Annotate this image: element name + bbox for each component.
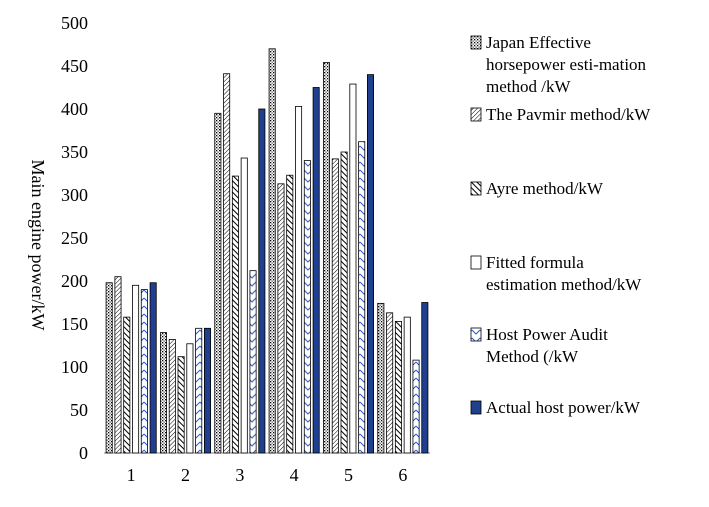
y-tick-label: 250 — [61, 228, 88, 248]
bar-4-cat-2 — [186, 343, 194, 454]
x-tick-label: 5 — [344, 465, 353, 485]
legend-label: Actual host power/kW — [486, 398, 641, 417]
bar-5-cat-5 — [358, 141, 366, 454]
legend-swatch — [470, 400, 482, 415]
y-tick-label: 50 — [70, 400, 88, 420]
bar-2-cat-2 — [168, 339, 176, 454]
legend-item-3: Ayre method/kW — [470, 179, 604, 198]
y-tick-label: 450 — [61, 56, 88, 76]
bar-6-cat-1 — [149, 282, 157, 454]
bar-6-cat-6 — [421, 302, 429, 454]
bar-1-cat-1 — [105, 282, 113, 454]
bar-6-cat-5 — [366, 74, 374, 454]
legend: Japan Effective horsepower esti-mation met… — [470, 33, 651, 417]
legend-label: Japan Effective horsepower esti-mation met… — [486, 33, 647, 96]
bar-5-cat-4 — [303, 160, 311, 454]
bar-4-cat-4 — [295, 106, 303, 454]
bar-4-cat-5 — [349, 83, 357, 454]
x-tick-label: 3 — [235, 465, 244, 485]
legend-label: The Pavmir method/kW — [486, 105, 651, 124]
bar-5-cat-1 — [140, 289, 148, 454]
y-tick-label: 500 — [61, 13, 88, 33]
x-tick-label: 2 — [181, 465, 190, 485]
legend-swatch — [470, 255, 482, 270]
bar-3-cat-5 — [340, 151, 348, 454]
legend-swatch — [470, 107, 482, 122]
bar-3-cat-1 — [123, 316, 131, 454]
legend-swatch — [470, 327, 482, 342]
y-tick-label: 400 — [61, 99, 88, 119]
bar-5-cat-2 — [195, 327, 203, 454]
legend-swatch — [470, 181, 482, 196]
bar-5-cat-6 — [412, 359, 420, 454]
bar-3-cat-6 — [394, 321, 402, 454]
legend-item-2: The Pavmir method/kW — [470, 105, 651, 124]
y-axis-title: Main engine power/kW — [28, 160, 48, 331]
legend-item-5: Host Power Audit Method (/kW — [470, 325, 608, 366]
bar-3-cat-2 — [177, 356, 185, 454]
bar-3-cat-4 — [286, 174, 294, 454]
y-tick-label: 100 — [61, 357, 88, 377]
y-tick-label: 150 — [61, 314, 88, 334]
bar-6-cat-2 — [203, 327, 211, 454]
axes: 0 50 100 150 200 250 300 350 400 450 500 1 2 3 4 5 6 — [61, 13, 430, 485]
bar-6-cat-4 — [312, 87, 320, 454]
x-tick-label: 6 — [398, 465, 407, 485]
bar-1-cat-5 — [322, 62, 330, 454]
bar-1-cat-3 — [214, 112, 222, 454]
x-tick-label: 1 — [127, 465, 136, 485]
bar-1-cat-4 — [268, 48, 276, 454]
bars — [105, 48, 429, 454]
bar-2-cat-4 — [277, 183, 285, 454]
bar-1-cat-6 — [377, 302, 385, 454]
y-tick-label: 200 — [61, 271, 88, 291]
legend-label: Fitted formula estimation method/kW — [486, 253, 642, 294]
bar-1-cat-2 — [159, 332, 167, 454]
y-tick-label: 350 — [61, 142, 88, 162]
legend-item-4: Fitted formula estimation method/kW — [470, 253, 642, 294]
bar-4-cat-3 — [240, 157, 248, 454]
bar-2-cat-5 — [331, 158, 339, 454]
legend-item-1: Japan Effective horsepower esti-mation met… — [470, 33, 647, 96]
bar-2-cat-6 — [386, 312, 394, 454]
legend-label: Ayre method/kW — [486, 179, 604, 198]
bar-2-cat-3 — [223, 73, 231, 454]
y-tick-label: 300 — [61, 185, 88, 205]
bar-6-cat-3 — [258, 108, 266, 454]
x-tick-label: 4 — [290, 465, 299, 485]
legend-swatch — [470, 35, 482, 50]
legend-label: Host Power Audit Method (/kW — [486, 325, 608, 366]
legend-item-6: Actual host power/kW — [470, 398, 641, 417]
bar-4-cat-6 — [403, 316, 411, 454]
bar-3-cat-3 — [231, 175, 239, 454]
bar-5-cat-3 — [249, 270, 257, 454]
bar-2-cat-1 — [114, 276, 122, 454]
bar-4-cat-1 — [132, 284, 140, 454]
y-tick-label: 0 — [79, 443, 88, 463]
